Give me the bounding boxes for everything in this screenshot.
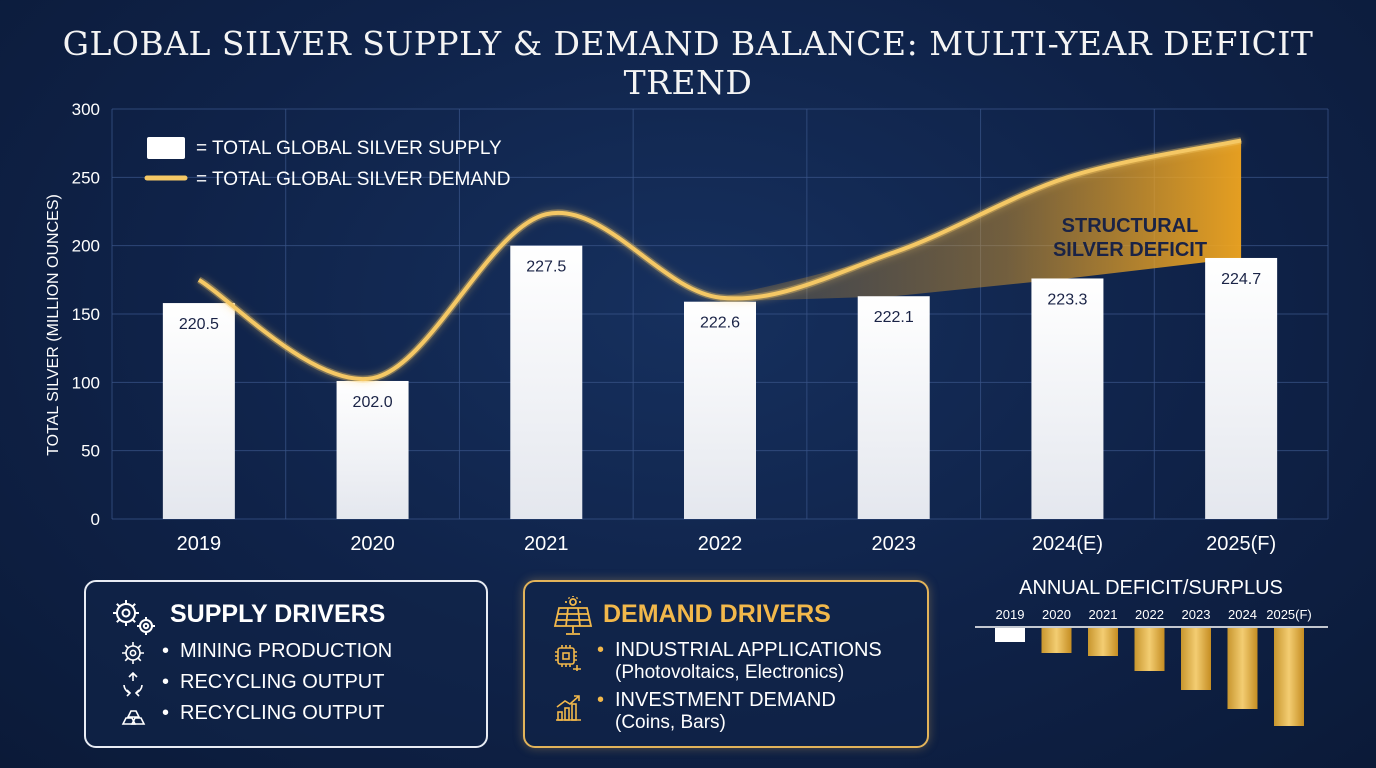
deficit-bar	[1181, 628, 1211, 690]
demand-driver-label: INVESTMENT DEMAND	[615, 689, 836, 711]
x-tick-label: 2022	[698, 533, 743, 555]
supply-bar	[1031, 278, 1104, 519]
supply-driver-item: • MINING PRODUCTION	[120, 640, 392, 666]
demand-line	[197, 138, 1242, 382]
supply-bar	[684, 301, 756, 519]
demand-driver-sublabel: (Coins, Bars)	[615, 712, 726, 733]
deficit-x-tick-label: 2020	[1042, 607, 1071, 622]
supply-driver-label: RECYCLING OUTPUT	[180, 702, 385, 724]
deficit-x-tick-label: 2019	[996, 607, 1025, 622]
supply-bar-value-label: 220.5	[179, 316, 219, 333]
legend: = TOTAL GLOBAL SILVER SUPPLY = TOTAL GLO…	[144, 137, 510, 190]
legend-supply-label: = TOTAL GLOBAL SILVER SUPPLY	[196, 138, 502, 159]
deficit-annotation-line-2: SILVER DEFICIT	[1053, 239, 1207, 261]
deficit-chart-title: ANNUAL DEFICIT/SURPLUS	[1019, 577, 1283, 599]
y-tick-label: 250	[72, 168, 100, 187]
x-tick-label: 2023	[871, 533, 916, 555]
solar-panel-icon	[553, 596, 593, 635]
x-tick-label: 2024(E)	[1032, 533, 1103, 555]
chart-title: GLOBAL SILVER SUPPLY & DEMAND BALANCE: M…	[62, 24, 1314, 102]
supply-bar	[336, 380, 409, 519]
x-tick-label: 2019	[177, 533, 222, 555]
gear-icon	[122, 642, 144, 664]
deficit-chart: 2019 2020 2021 2022 2023 2024 2025(F)	[975, 607, 1328, 726]
bullet: •	[162, 702, 170, 724]
supply-bar	[162, 303, 235, 519]
supply-bar-value-label: 224.7	[1221, 271, 1261, 288]
bullet: •	[597, 689, 605, 711]
bullet: •	[597, 639, 605, 661]
supply-bars	[162, 245, 1278, 519]
deficit-x-tick-label: 2021	[1089, 607, 1118, 622]
supply-bar-value-label: 202.0	[353, 394, 393, 411]
supply-driver-item: • RECYCLING OUTPUT	[120, 671, 384, 697]
supply-drivers-title: SUPPLY DRIVERS	[170, 600, 386, 628]
y-tick-label: 0	[91, 510, 100, 529]
bullet: •	[162, 671, 170, 693]
deficit-x-tick-label: 2023	[1182, 607, 1211, 622]
x-tick-label: 2021	[524, 533, 569, 555]
gold-bars-icon	[121, 710, 146, 725]
deficit-bar	[1134, 628, 1165, 671]
deficit-bars: 2019 2020 2021 2022 2023 2024 2025(F)	[975, 607, 1328, 726]
supply-driver-item: • RECYCLING OUTPUT	[120, 702, 384, 728]
supply-bar-value-label: 222.6	[700, 315, 740, 332]
growth-chart-icon	[556, 695, 581, 721]
supply-bar-value-label: 227.5	[526, 259, 566, 276]
y-tick-label: 300	[72, 100, 100, 119]
demand-driver-item: • INVESTMENT DEMAND (Coins, Bars)	[553, 689, 836, 734]
deficit-bar	[1088, 628, 1118, 656]
deficit-bar	[995, 628, 1025, 642]
demand-driver-label: INDUSTRIAL APPLICATIONS	[615, 639, 882, 661]
supply-driver-label: RECYCLING OUTPUT	[180, 671, 385, 693]
y-tick-label: 200	[72, 237, 100, 256]
demand-drivers-panel: DEMAND DRIVERS • INDUSTRIAL APPLICATIONS…	[523, 580, 929, 748]
deficit-x-tick-label: 2022	[1135, 607, 1164, 622]
deficit-annotation-line-1: STRUCTURAL	[1062, 215, 1199, 237]
supply-bar-value-label: 222.1	[874, 309, 914, 326]
deficit-x-tick-label: 2025(F)	[1266, 607, 1312, 622]
y-tick-label: 50	[81, 442, 100, 461]
deficit-bar	[1274, 628, 1304, 726]
supply-drivers-panel: SUPPLY DRIVERS • MINING PRODUCTION • REC…	[84, 580, 488, 748]
x-tick-label: 2025(F)	[1206, 533, 1276, 555]
demand-driver-text: INVESTMENT DEMAND (Coins, Bars)	[615, 689, 836, 734]
legend-supply-swatch	[147, 137, 185, 159]
bullet: •	[162, 640, 170, 662]
deficit-bar	[1041, 628, 1072, 653]
supply-bar	[857, 296, 930, 519]
y-axis-label: TOTAL SILVER (MILLION OUNCES)	[45, 194, 62, 456]
supply-driver-label: MINING PRODUCTION	[180, 640, 393, 662]
chip-icon	[555, 645, 581, 671]
supply-bar-value-label: 223.3	[1047, 291, 1087, 308]
legend-demand-label: = TOTAL GLOBAL SILVER DEMAND	[196, 169, 510, 190]
recycle-icon	[123, 671, 143, 697]
bar-value-labels: 220.5 202.0 227.5 222.6 222.1 223.3 224.7	[179, 259, 1261, 411]
y-tick-label: 150	[72, 305, 100, 324]
demand-drivers-title: DEMAND DRIVERS	[603, 600, 831, 628]
demand-driver-text: INDUSTRIAL APPLICATIONS (Photovoltaics, …	[615, 639, 882, 684]
x-axis-ticks: 2019 2020 2021 2022 2023 2024(E) 2025(F)	[177, 533, 1277, 555]
deficit-annotation: STRUCTURAL SILVER DEFICIT	[1053, 215, 1207, 261]
demand-driver-sublabel: (Photovoltaics, Electronics)	[615, 662, 845, 683]
y-tick-label: 100	[72, 373, 100, 392]
deficit-bar	[1227, 628, 1258, 709]
demand-driver-item: • INDUSTRIAL APPLICATIONS (Photovoltaics…	[553, 639, 882, 684]
gears-icon	[113, 600, 155, 635]
supply-bar	[1205, 257, 1278, 519]
y-axis-ticks: 0 50 100 150 200 250 300	[72, 100, 100, 529]
main-chart: 0 50 100 150 200 250 300 TOTAL SILVER (MILLION…	[45, 100, 1329, 555]
supply-bar	[510, 245, 583, 519]
deficit-area	[720, 140, 1242, 302]
deficit-x-tick-label: 2024	[1228, 607, 1257, 622]
x-tick-label: 2020	[350, 533, 395, 555]
